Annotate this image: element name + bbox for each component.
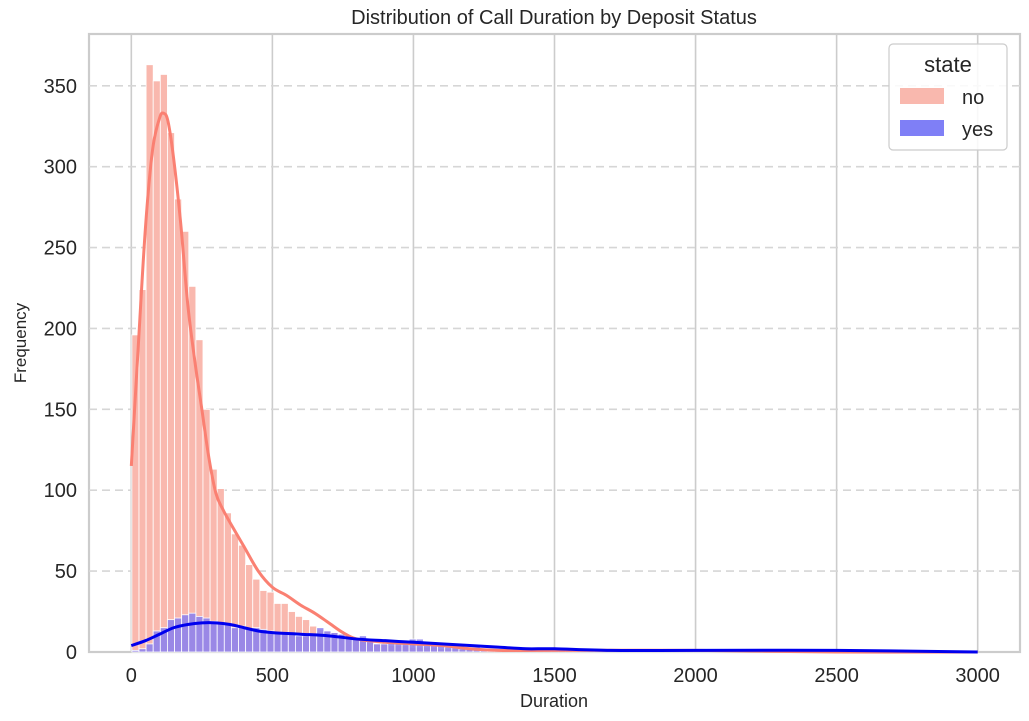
bar-yes bbox=[138, 648, 147, 653]
bar-yes bbox=[302, 635, 311, 653]
bar-yes bbox=[245, 628, 254, 653]
bar-yes bbox=[287, 633, 296, 653]
y-tick-label: 200 bbox=[44, 318, 77, 340]
bar-yes bbox=[294, 635, 303, 653]
bar-yes bbox=[145, 643, 154, 653]
y-tick-label: 250 bbox=[44, 238, 77, 260]
legend-title: state bbox=[924, 52, 972, 77]
y-tick-label: 300 bbox=[44, 157, 77, 179]
legend-swatch-no bbox=[900, 88, 944, 104]
legend-label-yes: yes bbox=[962, 119, 993, 141]
legend: state no yes bbox=[888, 43, 1008, 151]
bar-yes bbox=[238, 625, 247, 653]
bar-yes bbox=[167, 619, 175, 653]
bar-yes bbox=[209, 620, 218, 653]
x-tick-label: 1500 bbox=[532, 665, 577, 687]
x-axis-label: Duration bbox=[520, 691, 588, 711]
bar-yes bbox=[380, 643, 389, 653]
x-tick-label: 2000 bbox=[673, 665, 718, 687]
y-tick-label: 100 bbox=[44, 480, 77, 502]
bar-no bbox=[174, 198, 183, 653]
bar-yes bbox=[216, 622, 225, 653]
bar-yes bbox=[280, 632, 289, 653]
bar-yes bbox=[351, 638, 360, 653]
bar-no bbox=[138, 289, 147, 653]
chart-title: Distribution of Call Duration by Deposit… bbox=[351, 7, 757, 29]
kde-curves bbox=[129, 111, 978, 654]
bars-yes bbox=[131, 612, 943, 653]
y-tick-label: 350 bbox=[44, 76, 77, 98]
bar-yes bbox=[373, 643, 382, 653]
y-tick-label: 150 bbox=[44, 399, 77, 421]
x-tick-label: 500 bbox=[256, 665, 289, 687]
y-tick-label: 0 bbox=[66, 642, 77, 664]
histogram-bars bbox=[131, 64, 943, 653]
bar-yes bbox=[223, 624, 232, 653]
bar-yes bbox=[174, 617, 183, 653]
bar-yes bbox=[131, 649, 140, 653]
bar-no bbox=[159, 74, 168, 653]
bar-yes bbox=[181, 614, 190, 653]
kde-line-no bbox=[129, 111, 978, 654]
x-tick-label: 2500 bbox=[814, 665, 859, 687]
bar-no bbox=[167, 132, 175, 653]
legend-swatch-yes bbox=[900, 120, 944, 136]
y-axis-label: Frequency bbox=[11, 302, 30, 383]
bar-no bbox=[152, 80, 161, 653]
x-tick-label: 1000 bbox=[391, 665, 436, 687]
bar-yes bbox=[309, 633, 318, 653]
bar-yes bbox=[273, 632, 282, 653]
grid bbox=[89, 34, 1020, 652]
y-tick-label: 50 bbox=[55, 561, 77, 583]
bar-yes bbox=[188, 612, 197, 653]
kde-line-yes bbox=[130, 621, 978, 654]
axis-ticks: 0 500 1000 1500 2000 2500 3000 0 50 100 150 200 250 3… bbox=[44, 76, 1000, 687]
x-tick-label: 0 bbox=[126, 665, 137, 687]
x-tick-label: 3000 bbox=[955, 665, 1000, 687]
bar-yes bbox=[316, 627, 325, 653]
legend-label-no: no bbox=[962, 87, 984, 109]
bar-yes bbox=[231, 627, 239, 653]
